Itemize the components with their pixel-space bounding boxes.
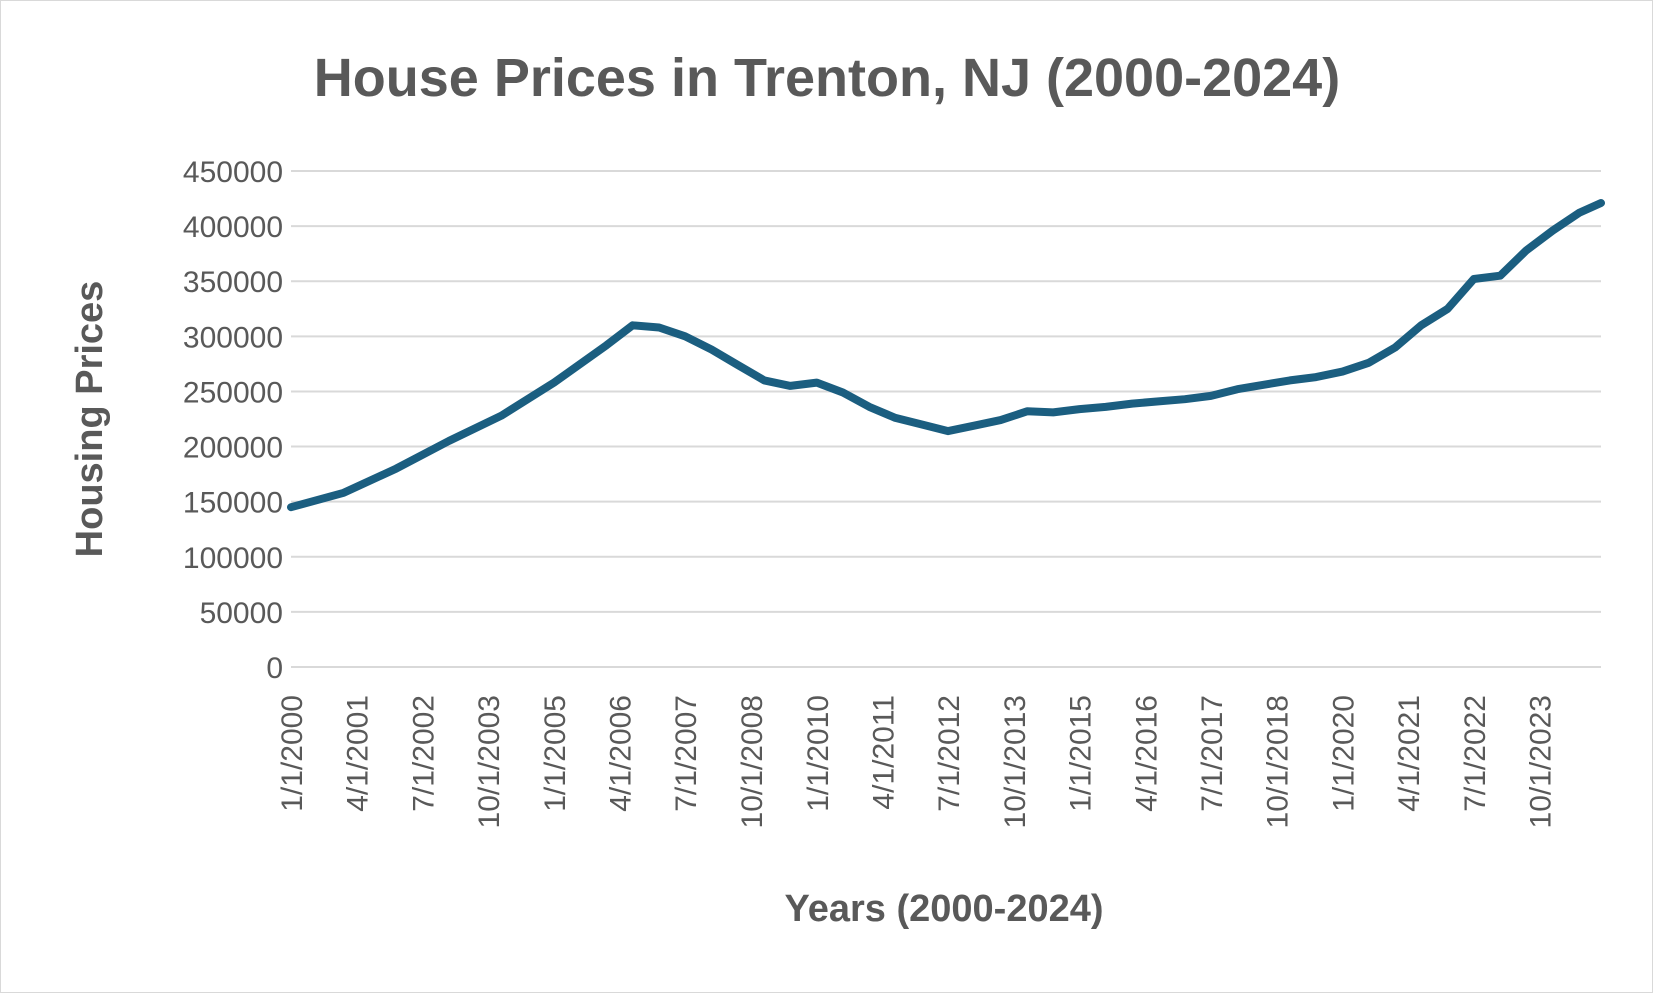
- series-line-0: [287, 199, 1605, 512]
- x-tick-label: 10/1/2023: [1525, 695, 1558, 828]
- x-tick-label: 10/1/2003: [473, 695, 506, 828]
- y-tick-label: 50000: [200, 597, 283, 630]
- x-tick-label: 7/1/2002: [407, 695, 440, 812]
- x-tick-label: 1/1/2020: [1327, 695, 1360, 812]
- x-tick-label: 1/1/2005: [539, 695, 572, 812]
- x-tick-label: 10/1/2008: [736, 695, 769, 828]
- y-tick-label: 350000: [183, 266, 283, 299]
- y-tick-label: 400000: [183, 211, 283, 244]
- x-tick-label: 7/1/2012: [933, 695, 966, 812]
- x-tick-label: 7/1/2022: [1459, 695, 1492, 812]
- x-tick-label: 4/1/2011: [867, 695, 900, 810]
- y-axis-ticks: 0 50000 100000 150000 200000 250000 300000 3500…: [183, 156, 283, 685]
- y-tick-label: 450000: [183, 156, 283, 189]
- x-tick-label: 4/1/2006: [604, 695, 637, 812]
- x-tick-label: 1/1/2010: [802, 695, 835, 812]
- x-axis-ticks: 1/1/2000 4/1/2001 7/1/2002 10/1/2003 1/1/200…: [276, 695, 1558, 828]
- gridlines: [291, 170, 1601, 668]
- x-tick-label: 7/1/2017: [1196, 695, 1229, 812]
- x-axis-title: Years (2000-2024): [784, 888, 1103, 930]
- y-tick-label: 200000: [183, 432, 283, 465]
- x-tick-label: 4/1/2016: [1130, 695, 1163, 812]
- y-tick-label: 100000: [183, 542, 283, 575]
- x-tick-label: 7/1/2007: [670, 695, 703, 812]
- chart-title: House Prices in Trenton, NJ (2000-2024): [314, 48, 1340, 108]
- x-tick-label: 1/1/2000: [276, 695, 309, 812]
- y-axis-title: Housing Prices: [69, 281, 111, 558]
- x-tick-label: 4/1/2001: [342, 695, 375, 812]
- y-tick-label: 250000: [183, 376, 283, 409]
- x-tick-label: 4/1/2021: [1393, 695, 1426, 812]
- y-tick-label: 150000: [183, 487, 283, 520]
- x-tick-label: 10/1/2018: [1262, 695, 1295, 828]
- y-tick-label: 300000: [183, 321, 283, 354]
- series-layer: [287, 199, 1605, 512]
- y-tick-label: 0: [266, 652, 283, 685]
- x-tick-label: 1/1/2015: [1065, 695, 1098, 812]
- x-tick-label: 10/1/2013: [999, 695, 1032, 828]
